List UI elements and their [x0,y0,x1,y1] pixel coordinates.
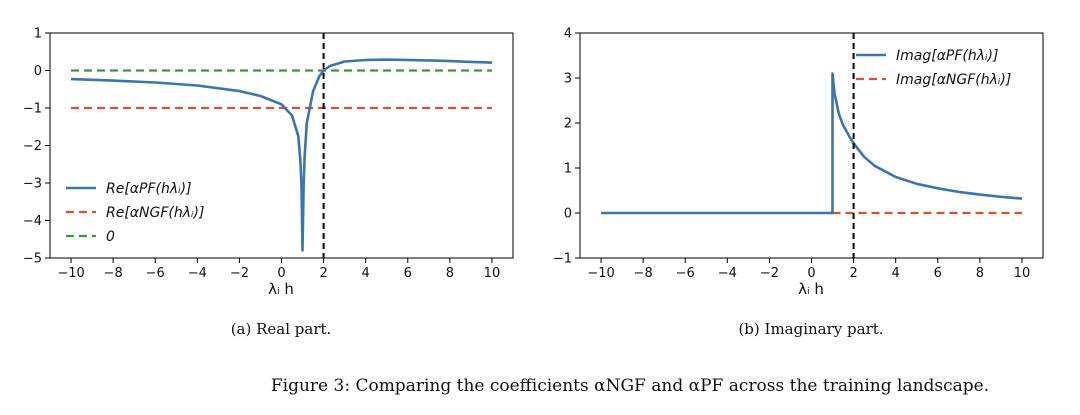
legend: Imag[αPF(hλᵢ)] Imag[αNGF(hλᵢ)] [856,48,1011,88]
series-group [70,33,493,258]
subfigure-caption: (a) Real part. [231,320,332,338]
x-tick-label: 4 [892,266,900,281]
legend-label: Re[αNGF(hλᵢ)] [106,205,204,221]
x-tick-label: 2 [319,266,327,281]
x-tick-label: 2 [849,266,857,281]
x-tick-label: 6 [934,266,942,281]
x-tick-label: 4 [362,266,370,281]
x-tick-label: −8 [104,266,123,281]
y-tick-label: −2 [23,139,42,154]
series-group [601,33,1023,258]
plot-frame [579,32,1044,259]
tick-group: −10 −8 −6 −4 −2 0 2 4 6 8 10−5−4−3−2−101 [23,27,500,282]
y-tick-label: 1 [34,27,42,42]
y-tick-label: 2 [564,117,572,132]
y-tick-label: −3 [23,177,42,192]
legend: Re[αPF(hλᵢ)] Re[αNGF(hλᵢ)] 0 [66,181,204,245]
y-tick-label: −5 [23,252,42,267]
x-tick-label: 0 [277,266,285,281]
x-tick-label: 10 [1014,266,1031,281]
x-tick-label: 10 [484,266,501,281]
x-tick-label: −6 [146,266,165,281]
x-tick-label: −2 [230,266,249,281]
x-tick-label: −8 [634,266,653,281]
series-line [70,58,493,252]
y-tick-label: 1 [564,162,572,177]
y-tick-label: 0 [564,207,572,222]
y-tick-label: −1 [23,102,42,117]
y-tick-label: 3 [564,72,572,87]
y-tick-label: 0 [34,64,42,79]
legend-label: 0 [106,229,115,245]
x-tick-label: 6 [404,266,412,281]
legend-label: Imag[αNGF(hλᵢ)] [896,72,1011,88]
x-tick-label: 0 [807,266,815,281]
x-tick-label: −4 [718,266,737,281]
real-part-chart: −10 −8 −6 −4 −2 0 2 4 6 8 10−5−4−3−2−101 λᵢ h Re[α… [23,27,514,338]
x-tick-label: 8 [446,266,454,281]
x-tick-label: −2 [760,266,779,281]
subfigure-caption: (b) Imaginary part. [738,320,883,338]
figure-caption: Figure 3: Comparing the coefficients αNG… [271,376,989,396]
x-axis-label: λᵢ h [798,280,824,298]
x-tick-label: −10 [57,266,84,281]
series-line [601,72,1023,215]
x-axis-label: λᵢ h [268,280,294,298]
x-tick-label: −6 [676,266,695,281]
y-tick-label: −1 [553,252,572,267]
x-tick-label: −10 [587,266,614,281]
y-tick-label: −4 [23,214,42,229]
y-tick-label: 4 [564,27,572,42]
plot-frame [49,32,514,259]
x-tick-label: −4 [188,266,207,281]
x-tick-label: 8 [976,266,984,281]
legend-label: Imag[αPF(hλᵢ)] [896,48,998,64]
legend-label: Re[αPF(hλᵢ)] [106,181,192,197]
